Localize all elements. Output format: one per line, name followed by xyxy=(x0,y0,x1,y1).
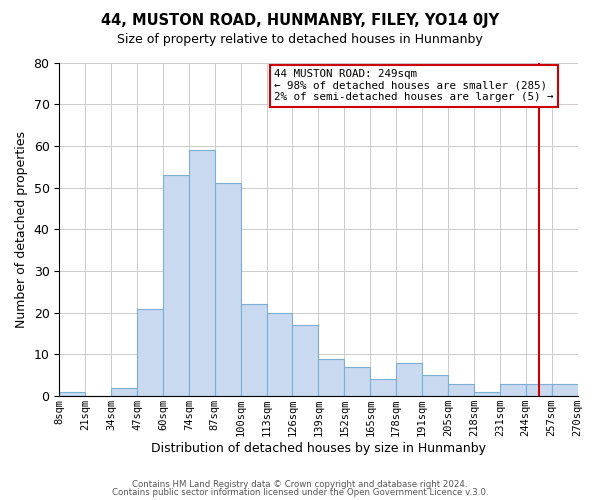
Bar xyxy=(422,376,448,396)
Bar xyxy=(500,384,526,396)
Bar xyxy=(551,384,578,396)
Bar xyxy=(163,175,189,396)
Bar xyxy=(370,380,396,396)
Text: 44, MUSTON ROAD, HUNMANBY, FILEY, YO14 0JY: 44, MUSTON ROAD, HUNMANBY, FILEY, YO14 0… xyxy=(101,12,499,28)
Bar xyxy=(137,308,163,396)
X-axis label: Distribution of detached houses by size in Hunmanby: Distribution of detached houses by size … xyxy=(151,442,486,455)
Bar xyxy=(189,150,215,396)
Bar xyxy=(111,388,137,396)
Bar xyxy=(266,313,292,396)
Bar xyxy=(396,363,422,396)
Text: Size of property relative to detached houses in Hunmanby: Size of property relative to detached ho… xyxy=(117,32,483,46)
Bar xyxy=(448,384,474,396)
Bar xyxy=(241,304,266,396)
Bar xyxy=(319,358,344,396)
Text: Contains public sector information licensed under the Open Government Licence v.: Contains public sector information licen… xyxy=(112,488,488,497)
Bar xyxy=(526,384,551,396)
Text: 44 MUSTON ROAD: 249sqm
← 98% of detached houses are smaller (285)
2% of semi-det: 44 MUSTON ROAD: 249sqm ← 98% of detached… xyxy=(274,69,554,102)
Bar xyxy=(344,367,370,396)
Bar xyxy=(474,392,500,396)
Bar xyxy=(292,326,319,396)
Text: Contains HM Land Registry data © Crown copyright and database right 2024.: Contains HM Land Registry data © Crown c… xyxy=(132,480,468,489)
Bar xyxy=(215,184,241,396)
Bar xyxy=(59,392,85,396)
Y-axis label: Number of detached properties: Number of detached properties xyxy=(15,131,28,328)
